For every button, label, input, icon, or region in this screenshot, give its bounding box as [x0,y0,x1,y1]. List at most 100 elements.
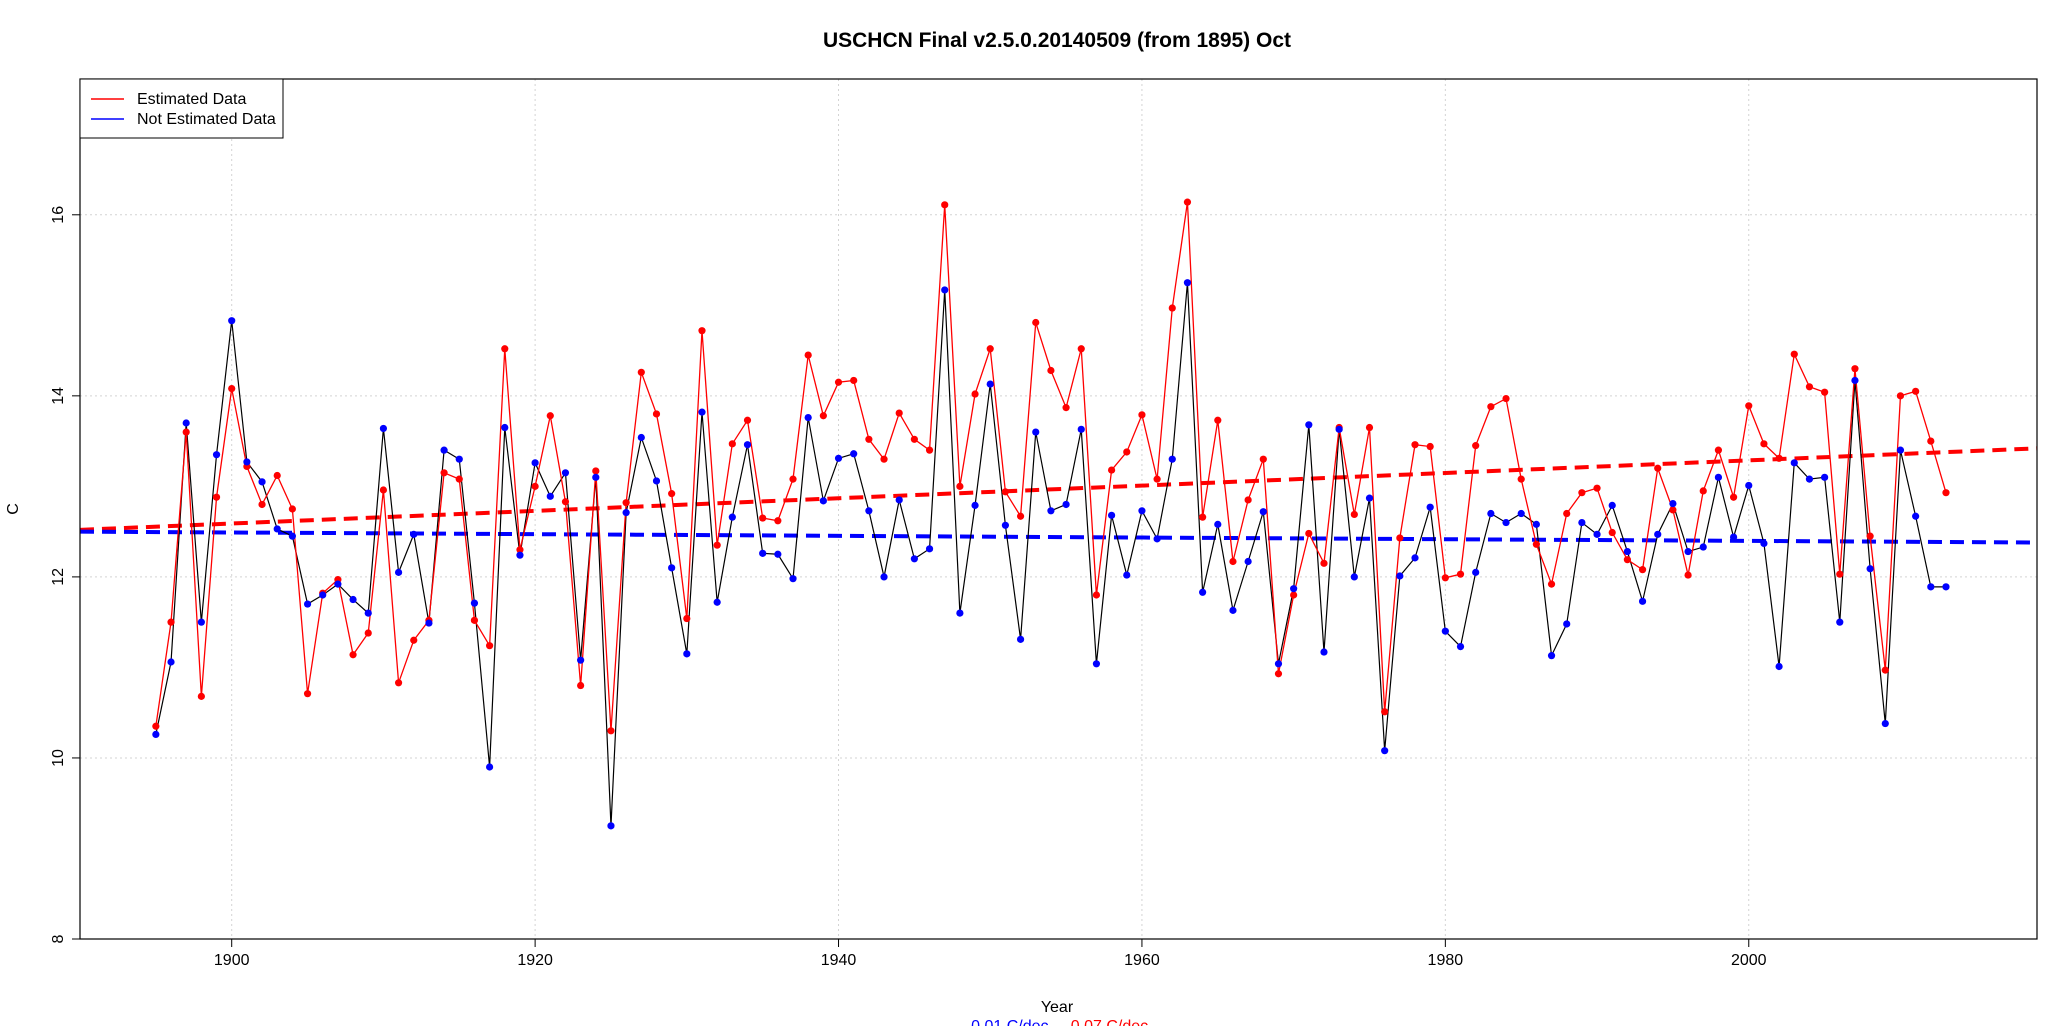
estimated-point [1138,411,1146,419]
not-estimated-point [652,477,661,485]
estimated-point [1775,454,1783,462]
legend: Estimated Data Not Estimated Data [79,78,284,139]
not-estimated-point [182,419,190,427]
not-estimated-point [1335,425,1343,433]
estimated-point [637,368,645,376]
estimated-point [1836,570,1844,578]
not-estimated-point [759,549,767,557]
estimated-point [834,378,843,386]
estimated-point [1729,493,1738,501]
not-estimated-point [228,317,236,325]
not-estimated-point [1426,503,1434,511]
estimated-point [1320,559,1328,567]
not-estimated-point [1229,606,1237,614]
not-estimated-point [1259,508,1267,516]
not-estimated-point [1775,662,1783,671]
estimated-point [728,440,736,448]
estimated-point [258,500,266,509]
not-estimated-point [1305,421,1313,429]
estimated-point [577,681,585,690]
not-estimated-point [1107,511,1116,519]
y-tick-label: 16 [50,206,67,224]
not-estimated-point [607,822,615,830]
not-estimated-point [925,545,934,553]
not-estimated-point [637,433,645,442]
x-axis: 1900 1920 1940 1960 1980 2000 [214,939,1767,969]
not-estimated-point [1153,535,1161,543]
not-estimated-point [1274,660,1283,668]
estimated-point [152,722,160,730]
estimated-point [531,482,539,490]
estimated-point [1456,570,1465,578]
not-estimated-point [1396,572,1404,580]
estimated-point [1851,365,1859,373]
not-estimated-point [1168,455,1176,463]
not-estimated-point [743,441,752,449]
not-estimated-point [486,763,494,771]
estimated-point [1896,392,1905,400]
estimated-point [228,385,236,393]
estimated-point [1426,442,1434,451]
estimated-point [1547,580,1556,588]
estimated-point [470,616,479,624]
not-estimated-point [1593,530,1601,538]
estimated-point [1001,488,1010,496]
not-estimated-point [865,507,873,515]
estimated-point [1517,475,1525,483]
x-tick-label: 1940 [821,952,857,969]
not-estimated-point [1699,543,1707,551]
estimated-point [410,636,418,644]
not-estimated-point [319,591,327,599]
not-estimated-point [212,451,221,459]
not-estimated-point [1183,279,1192,287]
estimated-point [1365,423,1374,432]
estimated-point [1714,446,1723,454]
not-estimated-point [1517,509,1525,518]
not-estimated-point [288,532,296,540]
not-estimated-point [410,530,418,538]
not-estimated-point [1942,583,1950,591]
estimated-point [986,345,994,353]
not-estimated-point [1729,533,1738,541]
trend-lines [79,446,2038,545]
not-estimated-point [1138,507,1146,515]
not-estimated-point [258,478,266,486]
y-tick-label: 8 [50,934,67,943]
not-estimated-point [971,501,979,509]
x-tick-label: 2000 [1731,952,1767,969]
estimated-point [789,475,797,483]
estimated-point [1623,556,1631,564]
not-estimated-point [1805,475,1814,483]
estimated-point [349,651,357,659]
not-estimated-point [470,599,479,607]
legend-label-estimated: Estimated Data [137,91,246,108]
not-estimated-point [668,564,676,572]
estimated-point [1290,591,1298,599]
estimated-point [1760,440,1768,448]
not-estimated-point [1199,588,1207,596]
not-estimated-point [1654,530,1662,538]
estimated-point [1654,464,1662,472]
estimated-point [607,727,615,735]
estimated-point [1942,489,1950,497]
not-estimated-point [152,730,160,739]
estimated-point [622,499,630,507]
not-estimated-point [880,573,888,581]
data-points [152,198,1950,830]
not-estimated-point [1623,547,1631,556]
estimated-point [925,446,934,454]
estimated-point [455,475,463,483]
not-estimated-point [440,446,448,454]
estimated-point [1487,403,1495,411]
trend-line [79,529,2038,545]
not-estimated-point [1032,428,1040,436]
estimated-point [1790,350,1798,358]
not-estimated-point [1214,520,1222,528]
not-estimated-point [850,450,858,458]
not-estimated-point [1487,509,1495,518]
estimated-point [1077,345,1085,353]
estimated-point [880,455,888,463]
not-estimated-point [1790,459,1798,467]
